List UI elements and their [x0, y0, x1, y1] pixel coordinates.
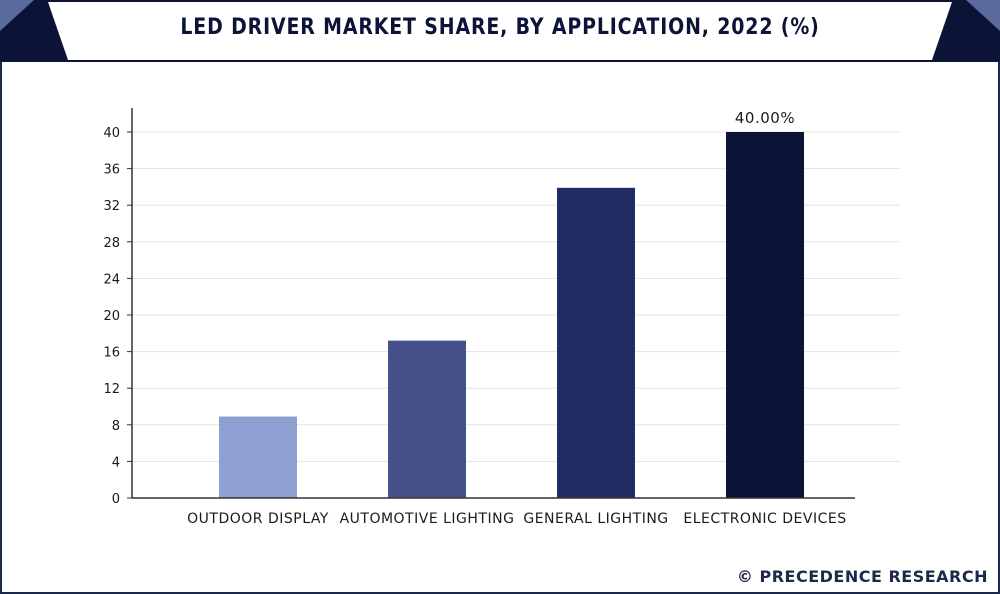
header-banner [48, 2, 952, 60]
y-tick-label: 20 [103, 309, 120, 324]
brand-name: PRECEDENCE RESEARCH [759, 567, 988, 586]
header-corner-left [0, 0, 34, 31]
header-corner-right [966, 0, 1000, 31]
chart-title: LED DRIVER MARKET SHARE, BY APPLICATION,… [180, 15, 820, 40]
bar-outdoor-display [219, 416, 297, 498]
bar-automotive-lighting [388, 340, 466, 498]
brand-watermark: © PRECEDENCE RESEARCH [737, 567, 988, 586]
bars [219, 132, 804, 498]
x-category-label: OUTDOOR DISPLAY [187, 511, 329, 527]
y-tick-label: 24 [103, 272, 120, 287]
y-tick-label: 36 [103, 163, 120, 178]
category-labels: OUTDOOR DISPLAY AUTOMOTIVE LIGHTING GENERA… [187, 109, 846, 527]
copyright-icon: © [736, 567, 754, 586]
bar-data-label: 40.00% [735, 109, 795, 127]
y-tick-label: 8 [112, 419, 120, 434]
y-tick-label: 4 [112, 455, 120, 470]
x-category-label: ELECTRONIC DEVICES [683, 511, 846, 527]
bar-general-lighting [557, 187, 635, 498]
y-tick-label: 32 [103, 199, 120, 214]
x-category-label: AUTOMOTIVE LIGHTING [340, 511, 515, 527]
y-tick-label: 0 [112, 492, 120, 507]
y-axis-ticks: 0 4 8 12 16 20 24 28 32 36 40 [103, 126, 120, 507]
bar-electronic-devices [726, 132, 804, 498]
header-bar: LED DRIVER MARKET SHARE, BY APPLICATION,… [0, 0, 1000, 62]
y-tick-label: 12 [103, 382, 120, 397]
x-category-label: GENERAL LIGHTING [523, 511, 668, 527]
y-tick-label: 28 [103, 236, 120, 251]
y-tick-label: 16 [103, 346, 120, 361]
y-tick-label: 40 [103, 126, 120, 141]
